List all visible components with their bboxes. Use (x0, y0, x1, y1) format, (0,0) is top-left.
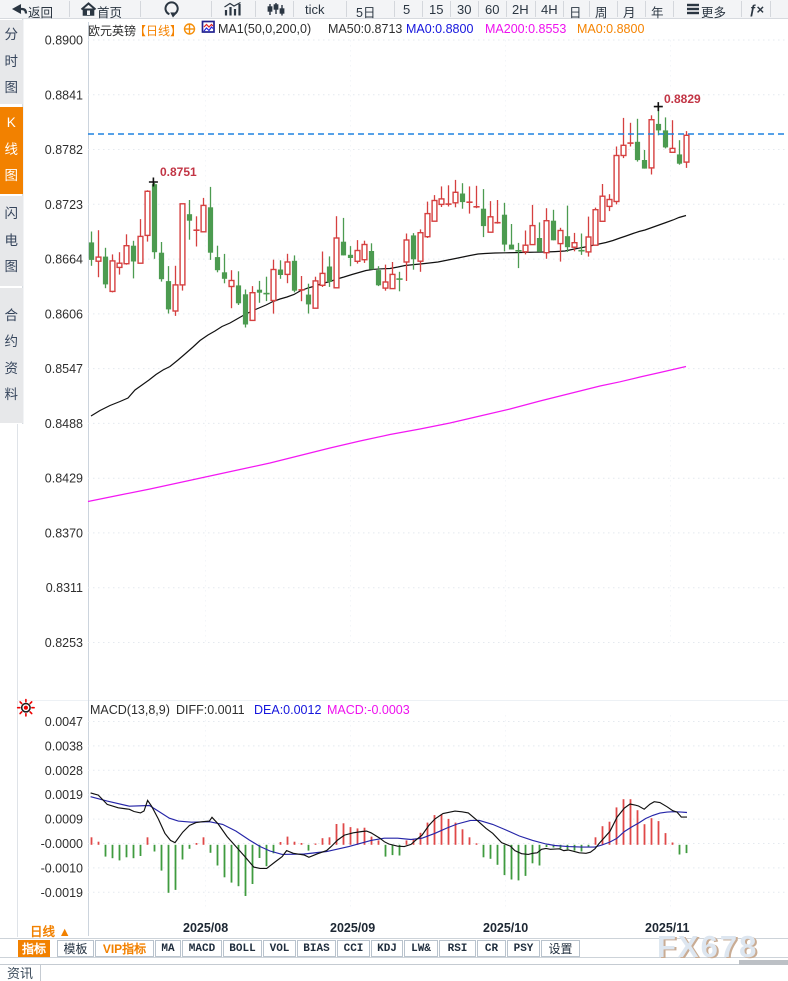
svg-text:0.8841: 0.8841 (45, 88, 83, 102)
svg-text:0.0038: 0.0038 (45, 739, 83, 753)
svg-text:0.8829: 0.8829 (664, 92, 701, 106)
svg-text:0.8723: 0.8723 (45, 198, 83, 212)
svg-text:0.8606: 0.8606 (45, 307, 83, 321)
svg-text:0.0009: 0.0009 (45, 813, 83, 827)
svg-text:0.8900: 0.8900 (45, 34, 83, 48)
svg-text:-0.0000: -0.0000 (41, 837, 83, 851)
svg-text:0.0028: 0.0028 (45, 764, 83, 778)
svg-text:0.8751: 0.8751 (160, 165, 197, 179)
svg-text:0.8547: 0.8547 (45, 362, 83, 376)
svg-text:0.8370: 0.8370 (45, 526, 83, 540)
svg-text:0.8311: 0.8311 (46, 581, 83, 595)
svg-text:0.8664: 0.8664 (45, 253, 83, 267)
svg-text:0.8782: 0.8782 (45, 143, 83, 157)
svg-text:0.0019: 0.0019 (45, 788, 83, 802)
svg-text:0.8488: 0.8488 (45, 417, 83, 431)
svg-text:0.8429: 0.8429 (45, 472, 83, 486)
svg-text:-0.0019: -0.0019 (41, 886, 83, 900)
svg-text:0.8253: 0.8253 (45, 636, 83, 650)
svg-text:-0.0010: -0.0010 (41, 861, 83, 875)
svg-text:0.0047: 0.0047 (45, 715, 83, 729)
